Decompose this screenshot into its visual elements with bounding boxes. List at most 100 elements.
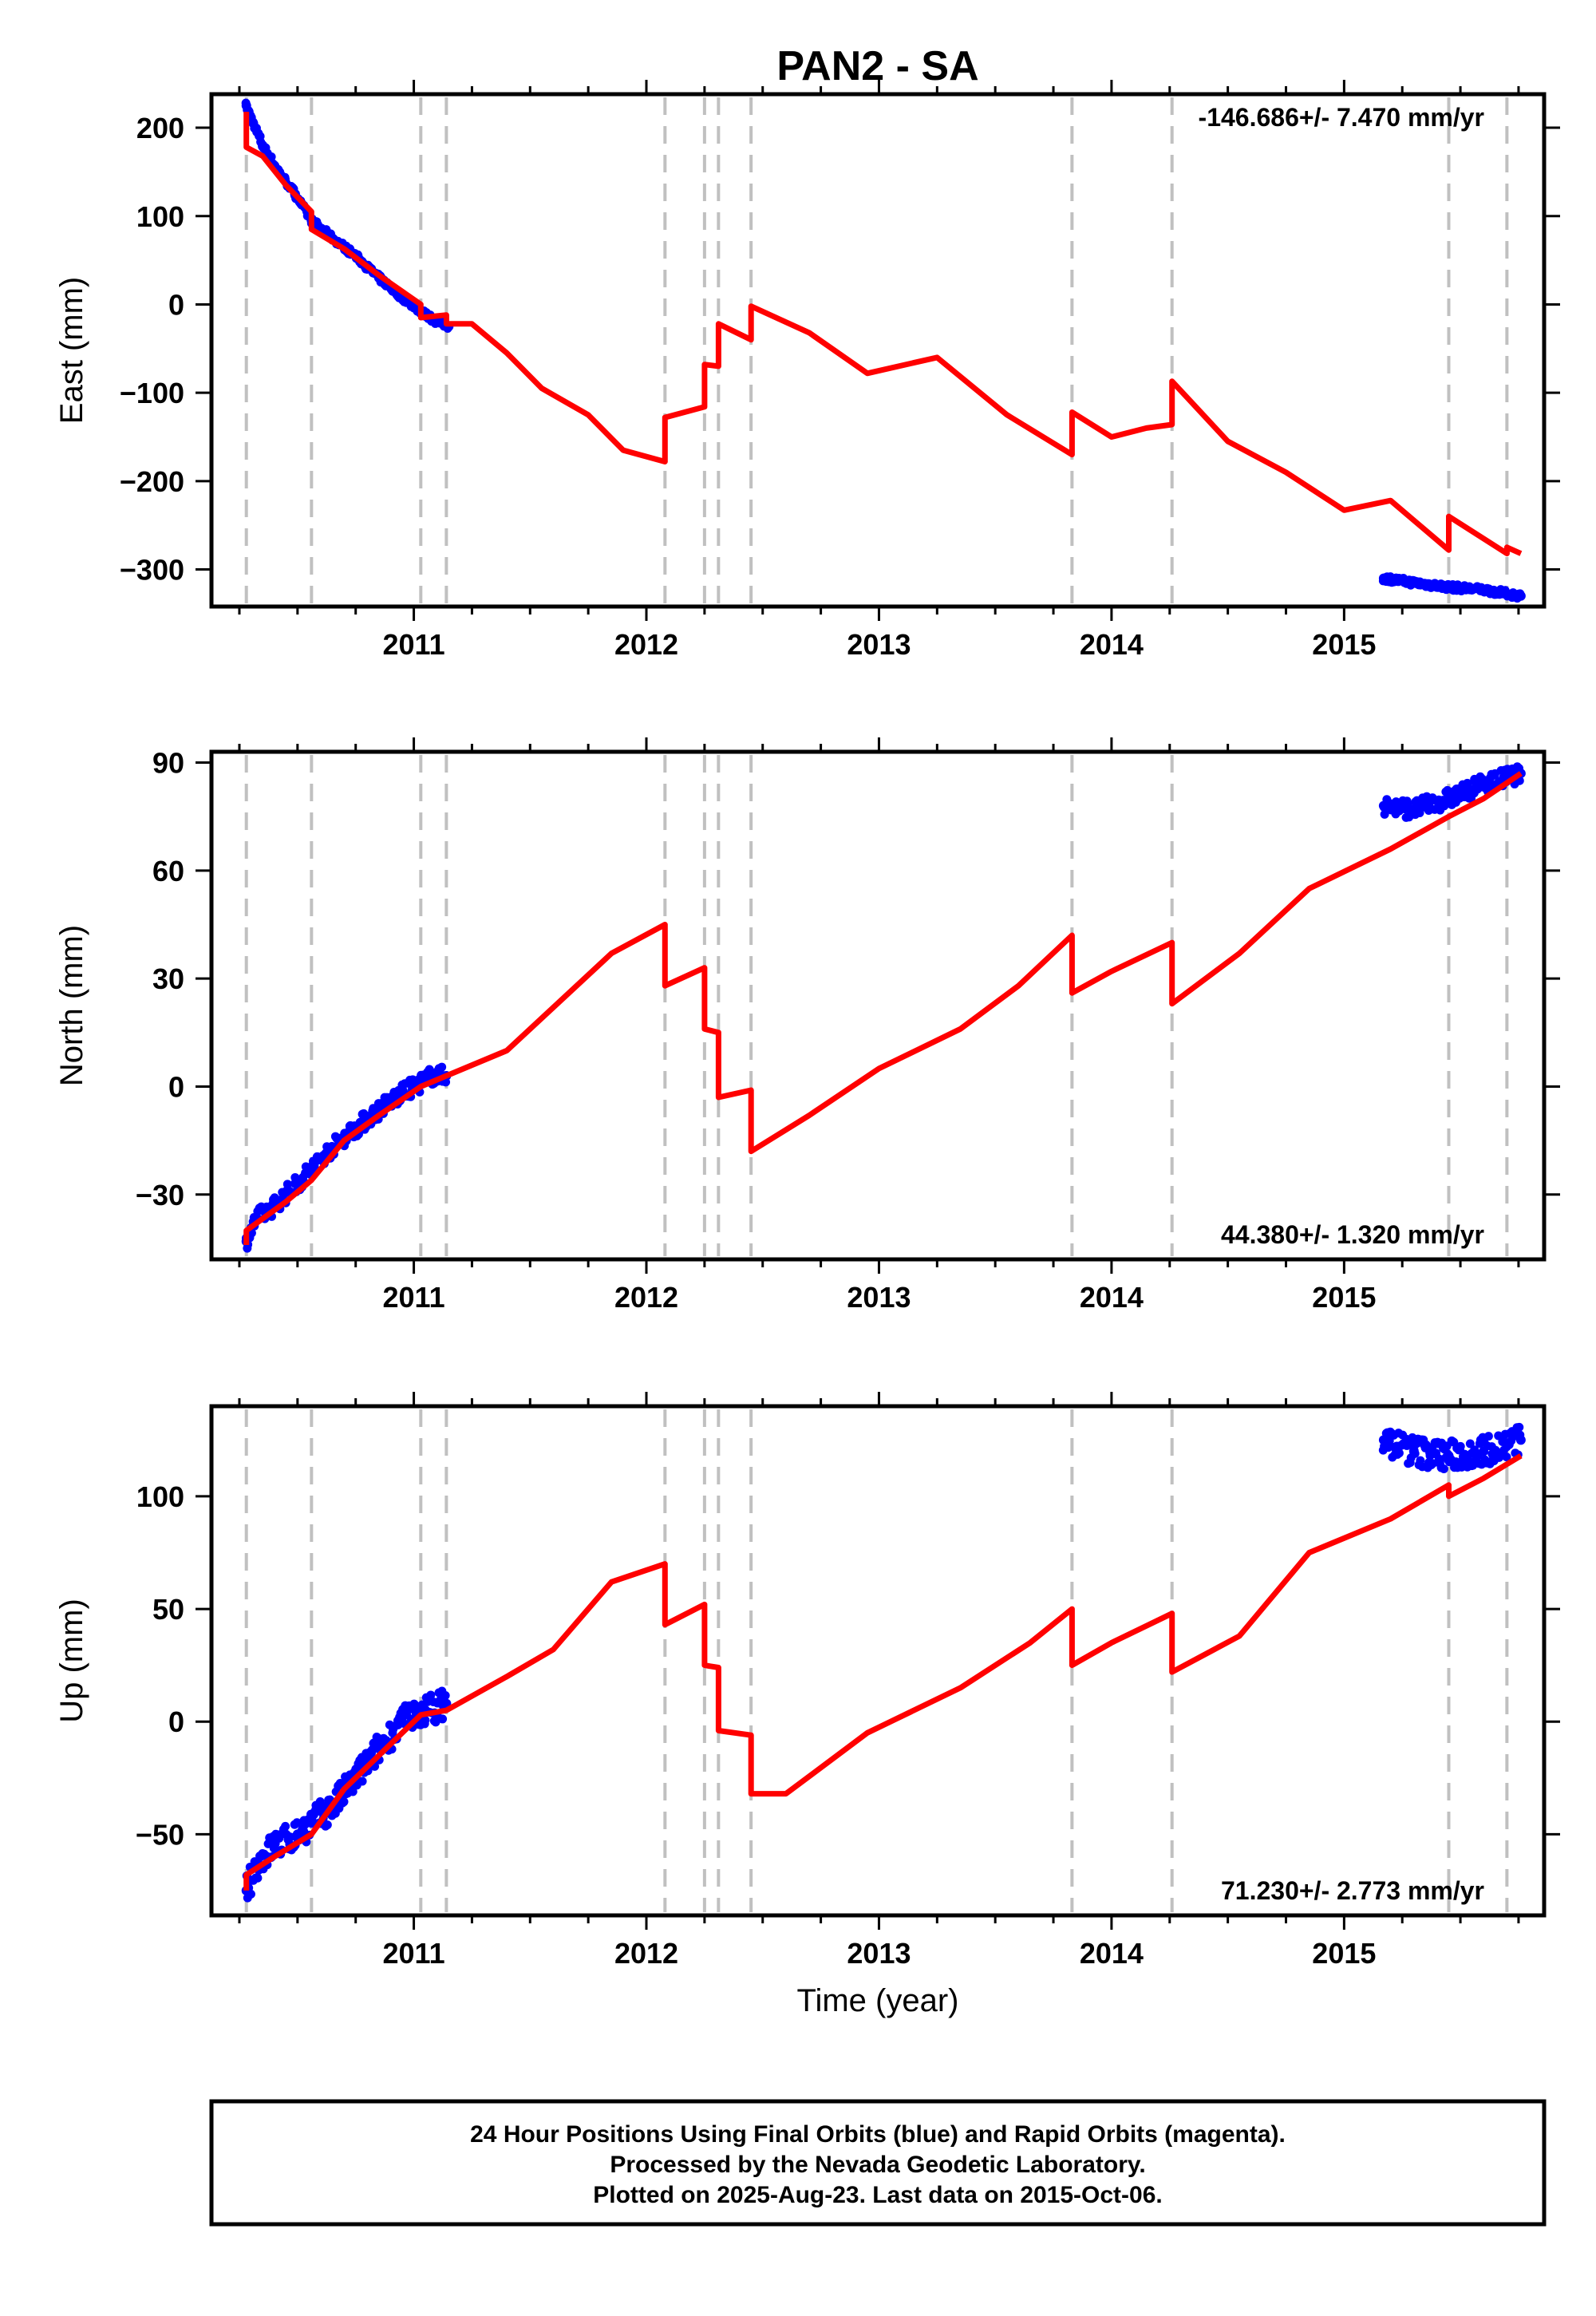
x-tick-label-2014: 2014 (1080, 1937, 1144, 1970)
model-line-north (243, 771, 1523, 1245)
footer-line-2: Processed by the Nevada Geodetic Laborat… (610, 2152, 1145, 2178)
observation-point (1444, 582, 1454, 592)
footer-box: 24 Hour Positions Using Final Orbits (bl… (209, 2099, 1547, 2227)
footer-line-3: Plotted on 2025-Aug-23. Last data on 201… (593, 2182, 1163, 2208)
observation-point (1378, 573, 1389, 583)
observation-point (1515, 1435, 1526, 1445)
observation-point (292, 1179, 302, 1189)
observation-point (1408, 804, 1419, 815)
observation-point (431, 1717, 440, 1727)
observation-point (1479, 779, 1489, 789)
rate-label-east: -146.686+/- 7.470 mm/yr (1199, 103, 1484, 132)
panel-north: 2011 2012 2013 2014 2015 90 60 30 0 −30 North (mm)… (54, 737, 1560, 1314)
footer-line-1: 24 Hour Positions Using Final Orbits (bl… (470, 2121, 1286, 2148)
x-tick-label-2015: 2015 (1312, 1281, 1376, 1314)
observation-point (258, 140, 268, 151)
x-tick-label-2011: 2011 (383, 1281, 445, 1314)
y-tick-label: −50 (136, 1818, 184, 1851)
plot-frame-east (209, 92, 1547, 609)
y-axis-title-east: East (mm) (54, 277, 89, 424)
y-tick-label: 0 (168, 1705, 184, 1738)
y-tick-label: −30 (136, 1179, 184, 1211)
x-tick-label-2015: 2015 (1312, 628, 1376, 661)
x-tick-label-2013: 2013 (847, 1937, 911, 1970)
observation-point (292, 1829, 302, 1840)
x-tick-label-2011: 2011 (383, 1937, 445, 1970)
observation-point (269, 1840, 279, 1851)
y-tick-label: 200 (136, 112, 184, 144)
observation-point (282, 1180, 292, 1189)
observation-point (322, 1820, 332, 1830)
observation-point (1439, 1464, 1448, 1474)
rate-label-north: 44.380+/- 1.320 mm/yr (1221, 1220, 1484, 1249)
x-tick-label-2013: 2013 (847, 628, 911, 661)
observation-point (1515, 591, 1526, 601)
model-line-east (243, 112, 1523, 557)
panel-up: 2011 2012 2013 2014 2015 100 50 0 −50 Up (mm) 71.2… (54, 1392, 1560, 1970)
y-tick-label: 90 (152, 747, 184, 780)
observation-point (1378, 1435, 1389, 1445)
x-axis-title: Time (year) (797, 1983, 959, 2018)
observation-point (1408, 1446, 1419, 1456)
observation-point (253, 1873, 263, 1883)
observation-point (440, 1690, 450, 1700)
observation-point (1380, 809, 1389, 819)
y-axis-title-up: Up (mm) (54, 1599, 89, 1723)
plot-frame-up (209, 1404, 1547, 1918)
observation-point (1444, 1451, 1454, 1461)
rate-label-up: 71.230+/- 2.773 mm/yr (1221, 1876, 1484, 1905)
observation-point (281, 1821, 290, 1831)
observation-point (1408, 578, 1419, 588)
model-line-up (243, 1453, 1523, 1891)
observation-point (1515, 1422, 1524, 1432)
observation-point (1502, 1452, 1511, 1462)
observation-point (241, 101, 251, 111)
y-tick-label: 60 (152, 855, 184, 887)
observation-point (315, 1153, 326, 1164)
observation-point (1465, 1439, 1475, 1448)
y-tick-label: 100 (136, 200, 184, 233)
observation-point (1394, 1448, 1404, 1458)
x-tick-label-2011: 2011 (383, 628, 445, 661)
plot-frame-north (209, 749, 1547, 1262)
observation-point (248, 118, 259, 128)
observation-point (426, 1690, 436, 1700)
x-tick-label-2014: 2014 (1080, 1281, 1144, 1314)
x-tick-label-2015: 2015 (1312, 1937, 1376, 1970)
x-tick-label-2013: 2013 (847, 1281, 911, 1314)
observation-point (1463, 779, 1472, 788)
panels: 2011 2012 2013 2014 20152001000−100−200−300E… (54, 80, 1560, 1970)
y-tick-label: 0 (168, 288, 184, 321)
y-axis-title-north: North (mm) (54, 925, 89, 1086)
x-tick-label-2012: 2012 (614, 1281, 678, 1314)
observation-point (437, 1062, 447, 1072)
observation-point (1456, 1441, 1465, 1451)
y-tick-label: 50 (152, 1593, 184, 1626)
observations-east (241, 98, 1526, 603)
y-tick-label: 30 (152, 962, 184, 995)
x-tick-label-2012: 2012 (614, 628, 678, 661)
y-tick-label: −200 (120, 465, 184, 498)
x-tick-label-2014: 2014 (1080, 628, 1144, 661)
y-tick-label: −100 (120, 377, 184, 409)
observation-point (1428, 1459, 1438, 1468)
observation-point (306, 1818, 317, 1828)
observation-point (1444, 793, 1454, 804)
observations-up (241, 1422, 1526, 1903)
y-tick-label: 0 (168, 1070, 184, 1103)
observation-point (438, 1714, 448, 1724)
observation-point (1479, 1446, 1489, 1456)
y-tick-label: 100 (136, 1480, 184, 1513)
observations-north (241, 762, 1526, 1253)
observation-point (1483, 1432, 1493, 1441)
observation-point (348, 1787, 358, 1796)
observation-point (397, 1717, 407, 1727)
y-tick-label: −300 (120, 554, 184, 587)
observation-point (1479, 584, 1489, 595)
x-tick-label-2012: 2012 (614, 1937, 678, 1970)
observation-point (339, 1797, 349, 1807)
observation-point (292, 1818, 302, 1828)
panel-east: 2011 2012 2013 2014 2015 200 100 0 −100 −200 −300 E… (54, 80, 1560, 661)
observation-point (421, 1715, 430, 1725)
